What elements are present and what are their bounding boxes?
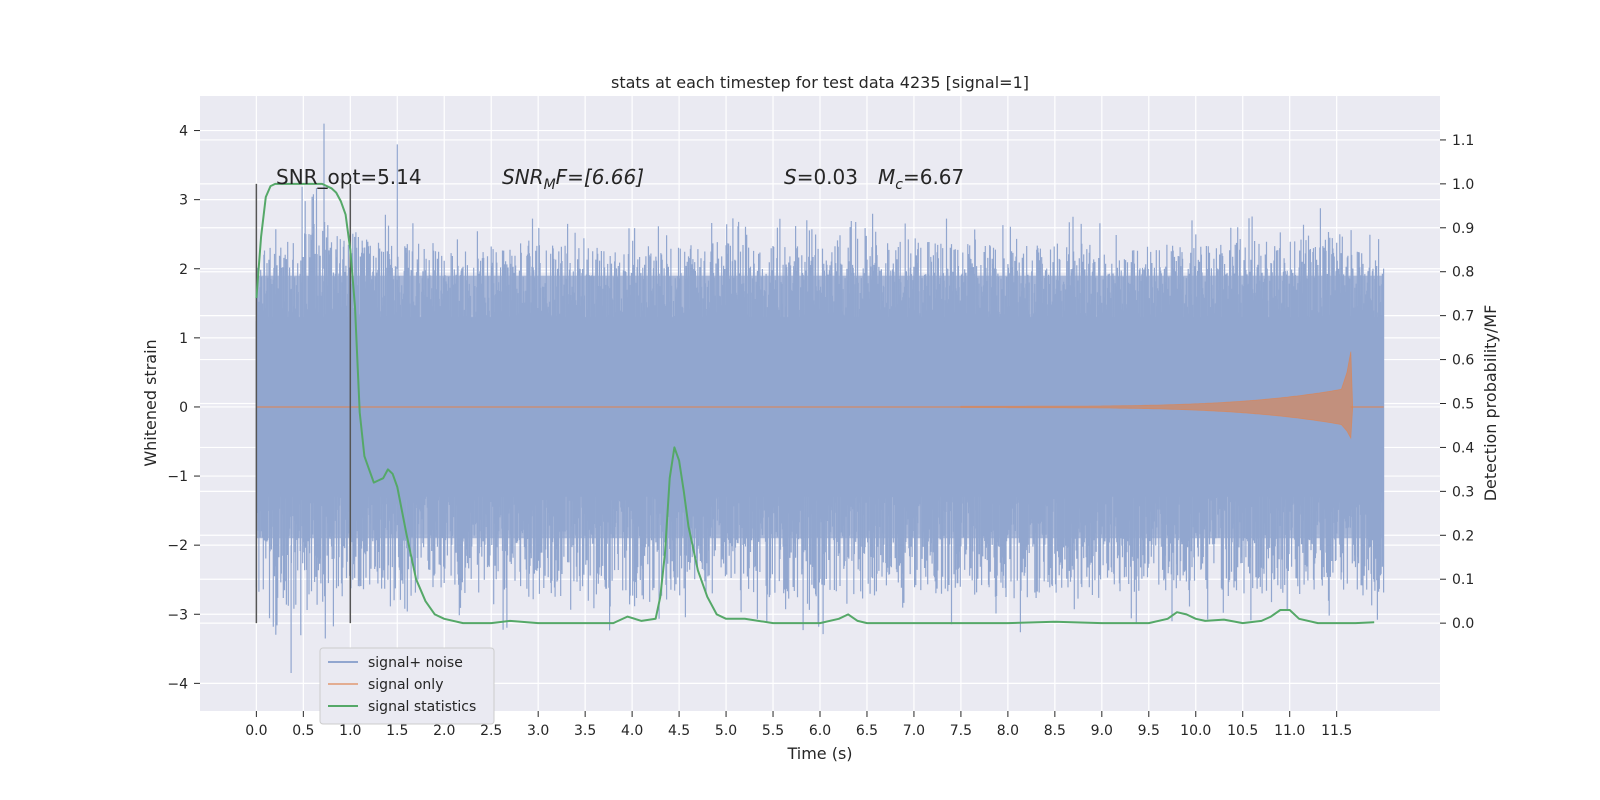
left-tick-label: −2 (167, 538, 188, 554)
annotation-snr-mf-rest: F=[6.66] (556, 165, 644, 189)
right-tick-label: 0.8 (1452, 265, 1474, 281)
right-tick-label: 0.9 (1452, 221, 1474, 237)
left-tick-label: 2 (179, 262, 188, 278)
left-tick-label: 1 (179, 331, 188, 347)
x-tick-label: 11.0 (1274, 723, 1305, 739)
left-tick-label: 4 (179, 124, 188, 140)
left-tick-label: 3 (179, 193, 188, 209)
x-tick-label: 3.5 (574, 723, 596, 739)
x-tick-label: 5.5 (762, 723, 784, 739)
annotation-mc: Mc=6.67 (878, 165, 964, 193)
x-tick-label: 3.0 (527, 723, 549, 739)
right-tick-label: 0.6 (1452, 353, 1474, 369)
chart-title: stats at each timestep for test data 423… (611, 73, 1029, 92)
x-axis-label: Time (s) (786, 744, 852, 763)
left-axis-ticks: 4 3 2 1 0 −1 −2 −3 −4 (167, 124, 200, 692)
legend-box (319, 647, 495, 725)
left-tick-label: 0 (179, 400, 188, 416)
x-tick-label: 6.0 (809, 723, 831, 739)
right-tick-label: 0.4 (1452, 440, 1474, 456)
annotation-snr-mf: SNRMF=[6.66] (502, 165, 644, 193)
right-tick-label: 1.1 (1452, 133, 1474, 149)
legend-label-signal-statistics: signal statistics (368, 699, 476, 715)
annotation-mc-sub: c (895, 177, 903, 193)
x-tick-label: 0.0 (245, 723, 267, 739)
x-tick-label: 1.5 (386, 723, 408, 739)
annotation-s: S=0.03 (784, 165, 858, 189)
right-axis-ticks: 1.1 1.0 0.9 0.8 0.7 0.6 0.5 0.4 0.3 0.2 0.1 0.0 (1440, 133, 1474, 632)
x-tick-label: 11.5 (1321, 723, 1352, 739)
right-tick-label: 0.0 (1452, 616, 1474, 632)
legend-label-signal-noise: signal+ noise (368, 655, 463, 671)
left-tick-label: −1 (167, 469, 188, 485)
annotation-s-main: S (784, 165, 797, 189)
x-tick-label: 10.0 (1180, 723, 1211, 739)
signal-only-chirp (960, 351, 1353, 440)
x-tick-label: 9.5 (1138, 723, 1160, 739)
x-tick-label: 8.5 (1044, 723, 1066, 739)
left-axis-label: Whitened strain (141, 339, 160, 466)
x-tick-label: 4.5 (668, 723, 690, 739)
x-tick-label: 5.0 (715, 723, 737, 739)
x-tick-label: 9.0 (1091, 723, 1113, 739)
annotation-snr-mf-main: SNR (502, 165, 544, 189)
right-tick-label: 0.1 (1452, 572, 1474, 588)
right-tick-label: 1.0 (1452, 177, 1474, 193)
x-tick-label: 2.5 (480, 723, 502, 739)
signal-only-series (256, 351, 1384, 440)
annotation-snr-mf-sub: M (544, 177, 556, 193)
legend: signal+ noise signal only signal statist… (319, 647, 495, 725)
legend-label-signal-only: signal only (368, 677, 443, 693)
left-tick-label: −4 (167, 676, 188, 692)
x-tick-label: 2.0 (433, 723, 455, 739)
right-axis-label: Detection probability/MF (1481, 305, 1500, 502)
right-tick-label: 0.3 (1452, 484, 1474, 500)
annotation-mc-rest: =6.67 (903, 165, 964, 189)
right-tick-label: 0.5 (1452, 397, 1474, 413)
signal-statistics-line (255, 182, 1375, 625)
left-tick-label: −3 (167, 607, 188, 623)
x-tick-label: 0.5 (292, 723, 314, 739)
x-tick-label: 8.0 (997, 723, 1019, 739)
annotation-mc-main: M (878, 165, 895, 189)
x-tick-label: 7.5 (950, 723, 972, 739)
x-tick-label: 6.5 (856, 723, 878, 739)
x-tick-label: 10.5 (1227, 723, 1258, 739)
x-tick-label: 7.0 (903, 723, 925, 739)
x-tick-label: 1.0 (339, 723, 361, 739)
x-tick-label: 4.0 (621, 723, 643, 739)
right-tick-label: 0.7 (1452, 309, 1474, 325)
right-tick-label: 0.2 (1452, 528, 1474, 544)
x-axis-ticks: 0.0 0.5 1.0 1.5 2.0 2.5 3.0 3.5 4.0 4.5 5.0 5.5 6.0 6… (245, 711, 1352, 739)
annotation-s-rest: =0.03 (797, 165, 858, 189)
signal-statistics-series (255, 182, 1375, 625)
annotation-snr-opt: SNR_opt=5.14 (276, 165, 422, 189)
